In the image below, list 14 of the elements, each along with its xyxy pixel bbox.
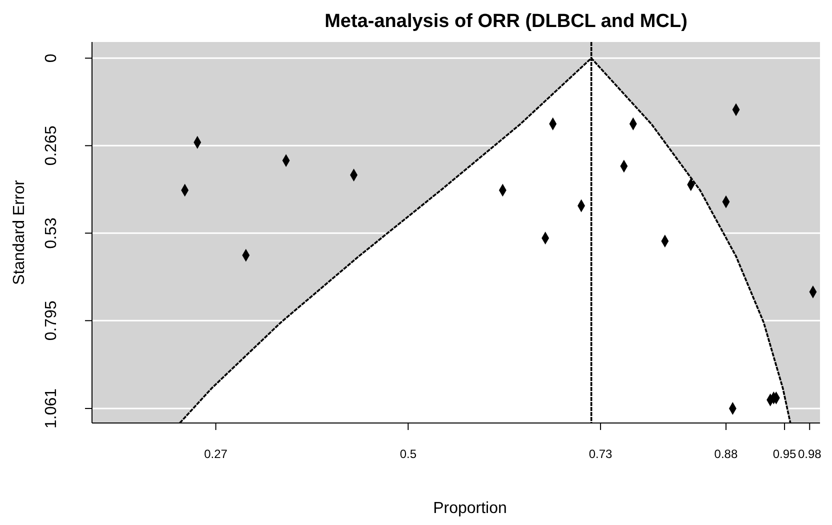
y-tick-label: 0.265 <box>43 126 60 166</box>
x-tick-label: 0.98 <box>798 447 822 461</box>
y-axis-title: Standard Error <box>11 179 28 285</box>
x-tick-label: 0.5 <box>400 447 417 461</box>
y-tick-label: 0.53 <box>43 217 60 249</box>
x-tick-label: 0.95 <box>772 447 797 461</box>
chart-title: Meta-analysis of ORR (DLBCL and MCL) <box>324 11 688 32</box>
y-tick-label: 0 <box>43 54 60 63</box>
x-tick-label: 0.27 <box>204 447 228 461</box>
x-axis-title: Proportion <box>433 500 507 517</box>
y-tick-label: 0.795 <box>43 300 60 341</box>
x-tick-label: 0.73 <box>588 447 613 461</box>
y-tick-label: 1.061 <box>43 388 60 428</box>
x-tick-label: 0.88 <box>714 447 738 461</box>
